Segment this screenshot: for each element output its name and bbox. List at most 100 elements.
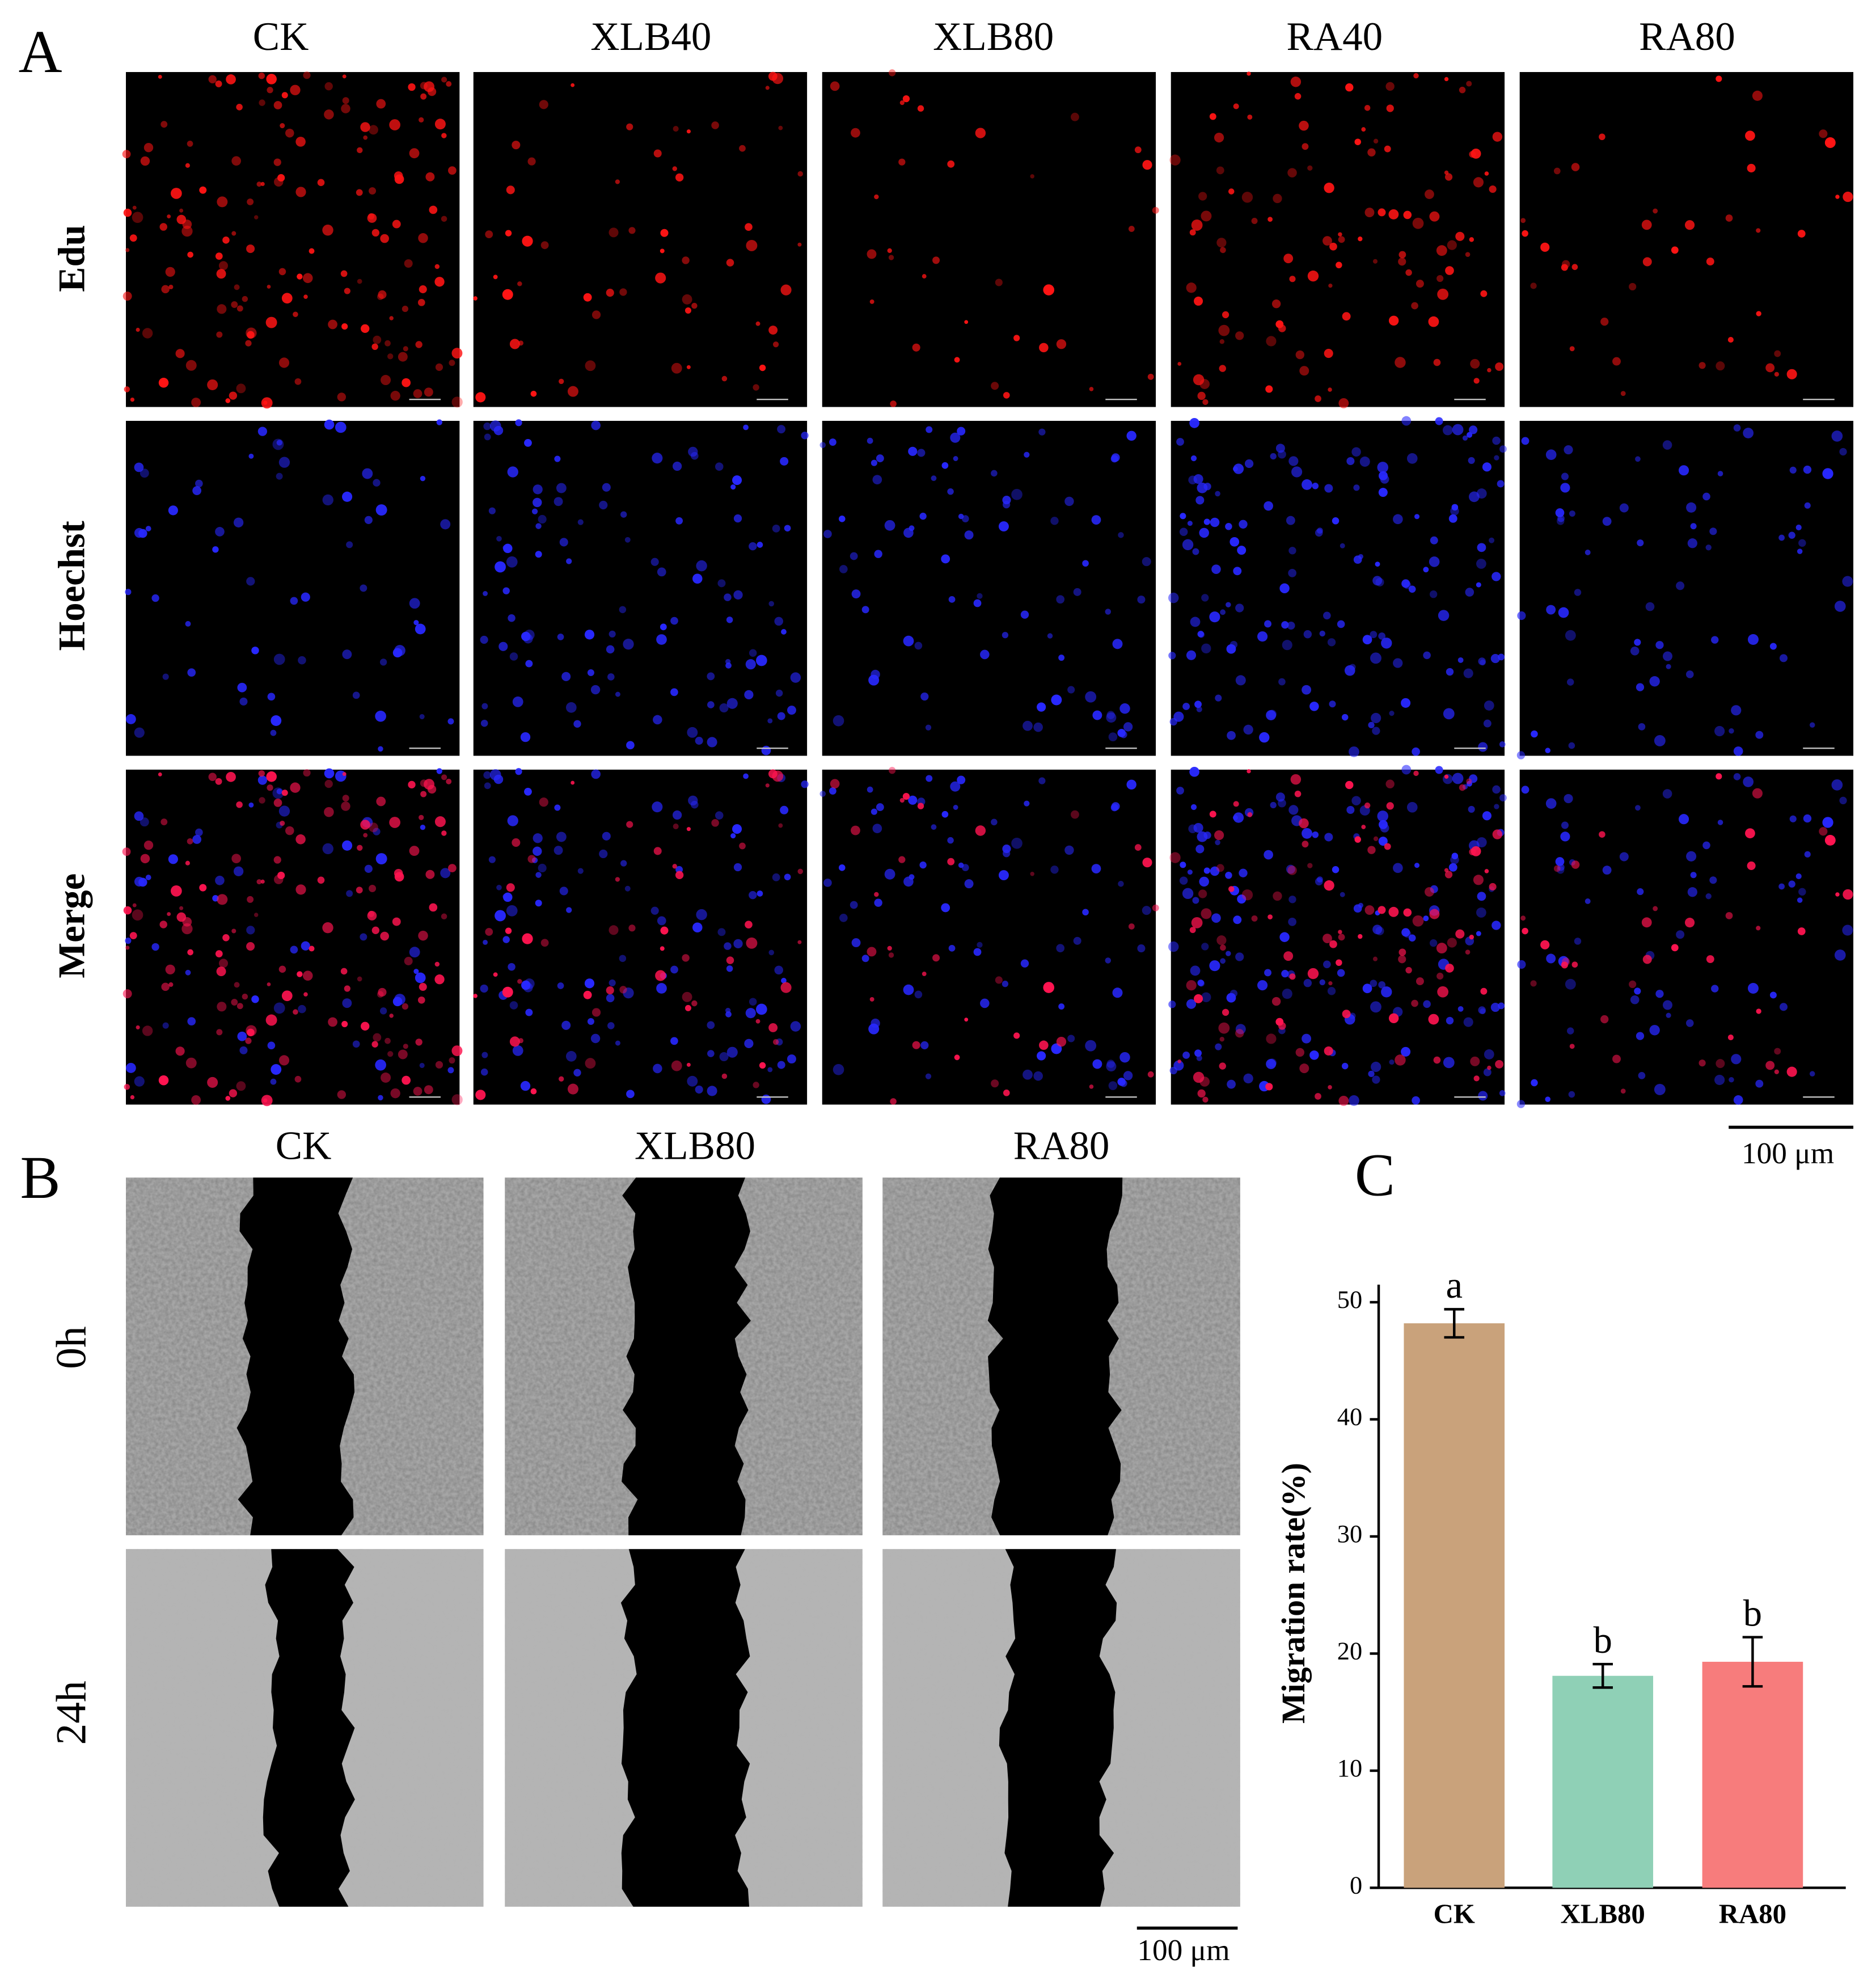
- nucleus: [653, 149, 662, 158]
- nucleus: [278, 268, 286, 276]
- nucleus: [1620, 391, 1626, 396]
- nucleus: [590, 1033, 601, 1044]
- nucleus: [1233, 567, 1242, 576]
- nucleus: [1711, 985, 1719, 993]
- nucleus: [498, 641, 508, 651]
- nucleus: [1423, 651, 1431, 660]
- nucleus: [1469, 491, 1480, 503]
- nucleus: [1804, 502, 1811, 509]
- nucleus: [1319, 630, 1325, 637]
- nucleus: [1480, 1008, 1486, 1015]
- nucleus: [158, 74, 162, 79]
- nucleus: [1398, 948, 1406, 956]
- nucleus: [179, 906, 184, 910]
- nucleus: [436, 419, 442, 425]
- nucleus: [342, 97, 349, 104]
- nucleus: [1279, 932, 1290, 942]
- micrograph: [122, 71, 463, 409]
- nucleus: [914, 990, 923, 999]
- nucleus: [130, 397, 135, 402]
- nucleus: [1709, 527, 1717, 535]
- nucleus: [398, 352, 408, 362]
- nucleus: [733, 863, 742, 872]
- nucleus: [1557, 514, 1565, 522]
- nucleus: [1288, 896, 1296, 904]
- nucleus: [1641, 219, 1652, 230]
- nucleus: [1202, 1096, 1209, 1103]
- nucleus: [1381, 986, 1392, 998]
- nucleus: [1413, 73, 1419, 79]
- nucleus: [441, 216, 447, 222]
- nucleus: [755, 321, 760, 326]
- wound-image: [126, 1549, 484, 1907]
- wound-gap: [236, 1177, 355, 1535]
- x-tick-label: XLB80: [1561, 1898, 1645, 1930]
- nucleus: [1056, 339, 1067, 349]
- nucleus: [1196, 1055, 1202, 1061]
- nucleus: [1197, 631, 1205, 638]
- nucleus: [1487, 368, 1491, 373]
- nucleus: [1824, 834, 1836, 846]
- nucleus: [273, 177, 284, 187]
- nucleus: [1197, 482, 1208, 493]
- nucleus: [1324, 484, 1333, 493]
- nucleus: [496, 535, 502, 542]
- nucleus: [1342, 1010, 1351, 1019]
- nucleus: [1602, 866, 1612, 875]
- nucleus: [686, 1062, 691, 1067]
- nucleus: [1142, 906, 1151, 915]
- nucleus: [1388, 1013, 1399, 1024]
- nucleus: [1520, 218, 1526, 223]
- nucleus: [1110, 455, 1118, 463]
- nucleus: [871, 459, 877, 466]
- nucleus: [1545, 1096, 1551, 1102]
- nucleus: [247, 198, 254, 205]
- nucleus: [280, 123, 285, 129]
- nucleus: [1637, 888, 1644, 896]
- nucleus: [1463, 668, 1473, 678]
- bar: [1702, 1661, 1803, 1888]
- nucleus: [1323, 611, 1331, 620]
- nucleus: [1798, 539, 1806, 547]
- nucleus: [377, 991, 384, 998]
- error-bar: [1742, 1636, 1763, 1688]
- nucleus: [246, 327, 257, 339]
- nucleus: [1571, 860, 1580, 869]
- nucleus: [385, 340, 391, 347]
- nucleus: [950, 432, 961, 443]
- nucleus: [290, 782, 301, 793]
- nucleus: [517, 281, 522, 286]
- nucleus: [1264, 620, 1271, 628]
- nucleus: [475, 392, 486, 403]
- nucleus: [1142, 858, 1152, 868]
- nucleus: [1765, 363, 1775, 373]
- nucleus: [447, 718, 454, 725]
- nucleus: [535, 551, 542, 558]
- nucleus: [577, 868, 584, 874]
- nucleus: [606, 994, 615, 1003]
- nucleus: [1179, 527, 1188, 536]
- nucleus: [1654, 1084, 1666, 1095]
- nucleus: [1435, 766, 1443, 774]
- nucleus: [185, 620, 191, 627]
- nucleus: [1349, 1012, 1356, 1019]
- nucleus: [124, 1084, 130, 1090]
- nucleus: [390, 391, 400, 401]
- nucleus: [1803, 814, 1812, 823]
- nucleus: [1189, 418, 1199, 428]
- nucleus: [1468, 805, 1475, 813]
- nucleus: [1401, 416, 1412, 426]
- nucleus: [1398, 251, 1406, 259]
- nucleus: [484, 782, 491, 790]
- wound-image: [505, 1549, 863, 1907]
- nucleus: [1671, 944, 1679, 952]
- nucleus: [140, 468, 149, 478]
- nucleus: [1490, 654, 1500, 664]
- nucleus: [1769, 991, 1777, 999]
- nucleus: [780, 805, 789, 814]
- nucleus: [1247, 812, 1253, 817]
- nucleus: [1520, 915, 1526, 921]
- nucleus: [839, 516, 846, 522]
- nucleus: [342, 491, 353, 502]
- nucleus: [768, 601, 775, 607]
